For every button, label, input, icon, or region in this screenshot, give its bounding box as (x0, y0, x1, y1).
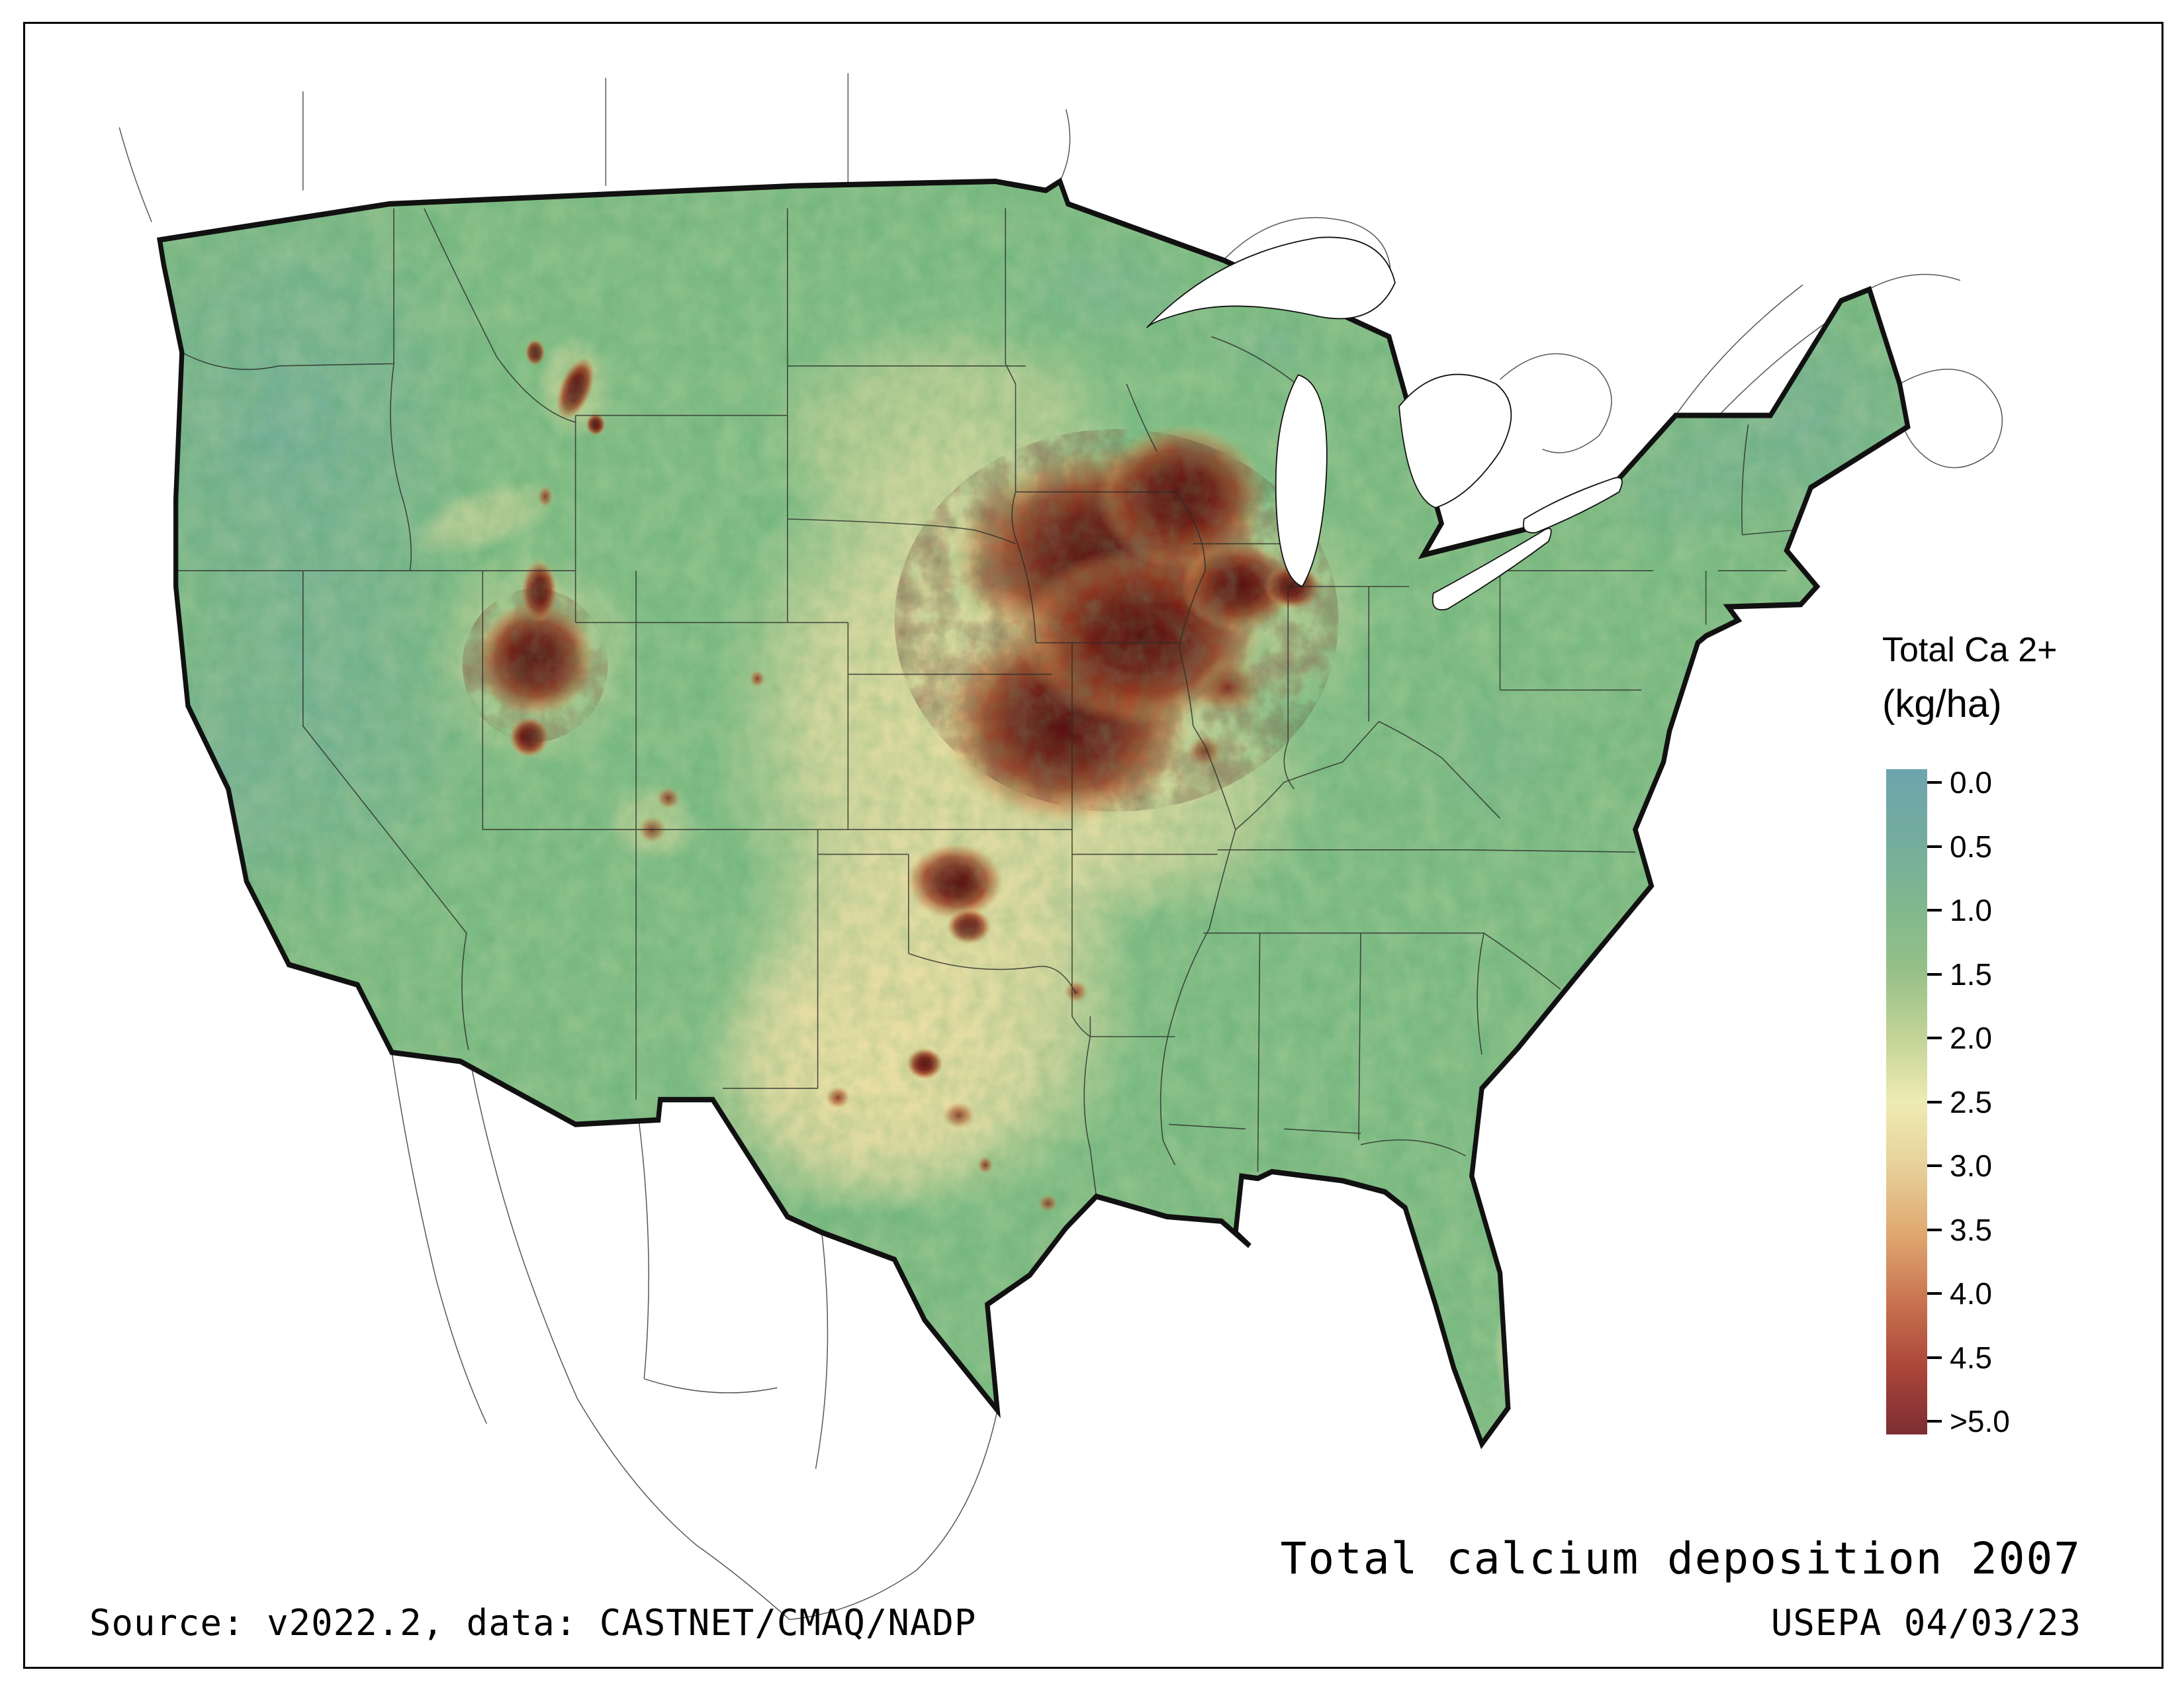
tick-dash (1927, 972, 1942, 976)
tick-dash (1927, 909, 1942, 912)
legend-tick: 2.5 (1927, 1084, 1992, 1120)
tick-dash (1927, 781, 1942, 784)
legend-tick: 4.5 (1927, 1340, 1992, 1376)
legend-tick: 0.0 (1927, 765, 1992, 800)
legend-title: Total Ca 2+ (1882, 631, 2058, 669)
lake-huron (1399, 375, 1511, 508)
legend-tick: 0.5 (1927, 829, 1992, 865)
lake-erie (1433, 528, 1551, 610)
agency-credit: USEPA 04/03/23 (1770, 1602, 2081, 1644)
tick-label: >5.0 (1950, 1404, 2010, 1438)
tick-dash (1927, 1292, 1942, 1295)
tick-dash (1927, 1164, 1942, 1167)
legend-units: (kg/ha) (1882, 682, 2002, 726)
legend-tick: 1.5 (1927, 957, 1992, 992)
raster-grain-texture (159, 181, 1908, 1444)
tick-dash (1927, 1356, 1942, 1359)
tick-label: 0.5 (1950, 829, 1992, 864)
lake-ontario (1524, 477, 1622, 532)
tick-label: 2.0 (1950, 1021, 1992, 1055)
state-borders (176, 209, 1793, 1197)
tick-label: 0.0 (1950, 765, 1992, 800)
figure-border (23, 22, 2163, 1669)
legend-tick: 3.5 (1927, 1212, 1992, 1248)
legend-colorbar (1886, 769, 1927, 1434)
tick-label: 2.5 (1950, 1084, 1992, 1119)
tick-label: 3.0 (1950, 1149, 1992, 1183)
legend-tick: >5.0 (1927, 1403, 2010, 1439)
lake-michigan (1276, 375, 1327, 586)
tick-label: 4.5 (1950, 1340, 1992, 1375)
legend-tick: 1.0 (1927, 892, 1992, 928)
tick-dash (1927, 1037, 1942, 1039)
tick-dash (1927, 845, 1942, 848)
great-lakes (1147, 237, 1622, 610)
legend-tick: 4.0 (1927, 1276, 1992, 1311)
legend: Total Ca 2+ (kg/ha) 0.0 0.5 1.0 1.5 2.0 2.5 3.… (1878, 630, 2143, 1504)
figure-title: Total calcium deposition 2007 (1280, 1533, 2081, 1584)
deposition-field (159, 181, 1908, 1444)
us-deposition-map (26, 46, 2045, 1622)
tick-label: 1.0 (1950, 893, 1992, 927)
tick-label: 3.5 (1950, 1212, 1992, 1247)
lake-superior (1147, 237, 1395, 328)
neighbor-borders (119, 73, 2002, 1620)
legend-tick: 2.0 (1927, 1020, 1992, 1056)
tick-dash (1927, 1228, 1942, 1231)
legend-tick: 3.0 (1927, 1148, 1992, 1184)
tick-dash (1927, 1100, 1942, 1103)
tick-label: 1.5 (1950, 957, 1992, 992)
tick-label: 4.0 (1950, 1276, 1992, 1311)
source-note: Source: v2022.2, data: CASTNET/CMAQ/NADP (89, 1602, 977, 1644)
tick-dash (1927, 1420, 1942, 1423)
map-figure (26, 46, 2045, 1622)
